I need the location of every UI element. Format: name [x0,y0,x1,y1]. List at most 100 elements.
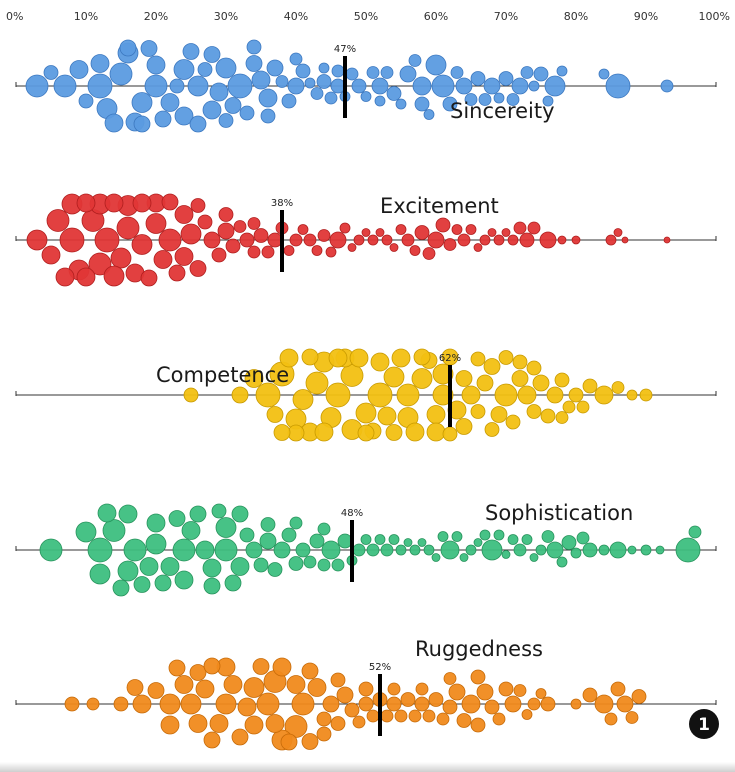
data-bubble [305,371,329,395]
data-bubble [422,709,436,723]
data-bubble [89,563,111,585]
data-bubble [414,96,430,112]
data-bubble [231,386,249,404]
trait-label: Sophistication [485,501,633,525]
data-bubble [289,516,303,530]
data-bubble [287,77,305,95]
data-bubble [195,540,215,560]
data-bubble [317,229,331,242]
data-bubble [253,557,269,573]
data-bubble [611,381,625,394]
data-bubble [387,682,401,696]
data-bubble [187,75,209,97]
data-bubble [380,66,394,79]
data-bubble [289,52,303,66]
data-bubble [484,422,500,437]
data-bubble [388,534,400,545]
data-bubble [528,80,540,92]
data-bubble [493,234,505,246]
data-bubble [504,695,522,713]
data-bubble [247,217,261,230]
data-bubble [395,544,407,556]
data-bubble [562,400,576,414]
data-bubble [532,374,550,392]
data-bubble [519,232,535,248]
data-bubble [318,62,330,74]
x-tick-label: 60% [424,10,448,23]
data-bubble [655,545,665,555]
data-bubble [330,716,346,731]
data-bubble [688,525,702,539]
data-bubble [455,77,473,95]
data-bubble [132,694,152,714]
data-bubble [461,385,481,405]
data-bubble [507,234,519,246]
data-bubble [281,93,297,109]
trait-row-competence: 62% Competence [15,348,717,442]
data-bubble [303,233,317,247]
data-bubble [409,544,421,556]
data-bubble [470,669,486,685]
data-bubble [408,709,422,723]
data-bubble [146,55,166,75]
data-bubble [113,696,129,712]
x-axis: 0% 10% 20% 30% 40% 50% 60% 70% 80% 90% 100% [6,10,730,23]
data-bubble [214,538,238,562]
data-bubble [383,366,405,388]
data-bubble [174,247,194,266]
data-bubble [436,712,450,726]
data-bubble [520,66,534,79]
data-bubble [351,78,367,94]
data-bubble [203,731,221,749]
data-bubble [227,73,253,99]
data-bubble [345,67,359,81]
data-bubble [46,209,70,232]
data-bubble [252,658,270,675]
data-bubble [297,224,309,235]
trait-row-ruggedness: 52% Ruggedness [15,637,717,751]
data-bubble [112,579,130,597]
data-bubble [621,236,629,244]
data-bubble [224,97,242,114]
data-bubble [311,245,323,256]
data-bubble [408,54,422,67]
data-bubble [479,234,491,246]
trait-label: Excitement [380,194,499,218]
data-bubble [568,387,584,403]
data-bubble [417,538,427,547]
data-bubble [570,547,582,559]
data-bubble [154,574,172,592]
data-bubble [366,66,380,79]
data-bubble [267,562,283,577]
data-bubble [353,234,365,246]
data-bubble [168,510,186,527]
data-bubble [443,238,457,251]
data-bubble [144,74,168,98]
data-bubble [301,662,319,680]
data-bubble [266,59,284,77]
data-bubble [352,715,366,729]
data-bubble [188,714,208,733]
data-bubble [147,682,165,699]
data-bubble [94,227,120,253]
data-bubble [616,695,634,713]
data-bubble [329,231,347,249]
data-bubble [426,405,446,424]
data-bubble [582,687,598,703]
data-bubble [423,109,435,120]
data-bubble [189,505,207,523]
data-bubble [140,269,158,287]
data-bubble [203,577,221,595]
data-bubble [442,699,458,715]
data-bubble [253,228,269,243]
data-bubble [627,545,637,555]
data-bubble [288,556,304,571]
data-bubble [513,684,527,697]
data-bubble [168,264,186,282]
data-bubble [513,221,527,235]
data-bubble [403,538,413,547]
data-bubble [43,65,59,80]
data-bubble [168,659,186,677]
data-bubble [224,574,242,592]
